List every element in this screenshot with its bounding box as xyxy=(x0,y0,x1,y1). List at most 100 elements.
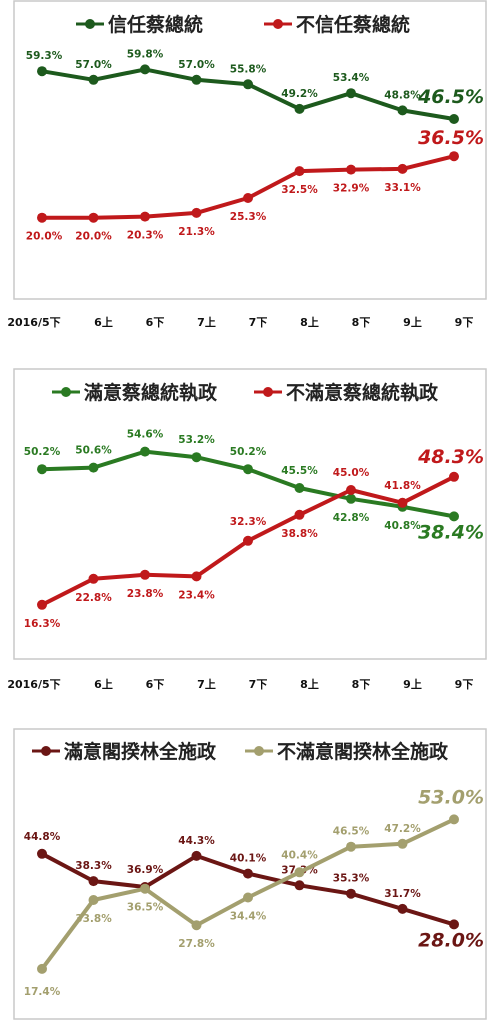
data-point xyxy=(88,74,99,85)
data-point xyxy=(397,497,408,508)
data-label: 59.3% xyxy=(26,50,63,62)
chart-panel-3: 滿意閣揆林全施政 不滿意閣揆林全施政 44.8% 38.3% 36.9% 44.3% 40.… xyxy=(13,728,487,1020)
data-point xyxy=(243,892,253,903)
data-label: 20.3% xyxy=(127,230,164,242)
x-tick-label: 9下 xyxy=(455,678,474,691)
data-point xyxy=(397,105,408,116)
data-label: 16.3% xyxy=(24,618,61,630)
data-point xyxy=(243,535,253,546)
x-tick-label: 8下 xyxy=(352,678,371,691)
data-label: 45.5% xyxy=(281,465,318,477)
data-label: 32.3% xyxy=(230,516,267,528)
data-point xyxy=(243,464,253,475)
x-tick-label: 2016/5下 xyxy=(7,678,60,691)
data-label: 40.1% xyxy=(230,853,267,865)
data-point xyxy=(191,207,202,218)
x-tick-label: 6下 xyxy=(146,316,165,329)
x-tick-label: 8上 xyxy=(300,315,319,329)
series-1: 59.3% 57.0% 59.8% 57.0% 55.8% 49.2% 53.4% 48.8%… xyxy=(26,48,484,124)
x-tick-label: 7下 xyxy=(249,678,268,691)
legend-entry-2: 不滿意閣揆林全施政 xyxy=(245,740,449,763)
data-point xyxy=(449,151,459,162)
data-label: 50.2% xyxy=(24,446,61,458)
data-point xyxy=(88,876,99,887)
data-label: 46.5% xyxy=(417,86,484,108)
x-tick-label: 2016/5下 xyxy=(7,316,60,329)
series-2: 16.3% 22.8% 23.8% 23.4% 32.3% 38.8% 45.0% 41.8%… xyxy=(24,446,484,630)
data-label: 33.8% xyxy=(75,913,112,925)
data-label: 20.0% xyxy=(75,231,112,243)
data-point xyxy=(140,446,150,457)
data-point xyxy=(37,464,47,475)
legend-label: 信任蔡總統 xyxy=(108,13,203,36)
x-tick-label: 9上 xyxy=(403,315,422,329)
data-point xyxy=(294,867,305,878)
series-1: 44.8%38.3%36.9%44.3%40.1%37.3%35.3%31.7%… xyxy=(24,831,484,952)
legend-dot-marker xyxy=(263,387,273,397)
data-point xyxy=(449,471,459,482)
data-label: 47.2% xyxy=(384,823,421,835)
data-point xyxy=(37,963,47,974)
data-point xyxy=(191,850,202,861)
data-label: 28.0% xyxy=(418,929,484,951)
legend-dot-marker xyxy=(85,19,95,29)
x-tick-label: 8上 xyxy=(300,677,319,691)
legend-entry-2: 不滿意蔡總統執政 xyxy=(254,381,439,404)
data-label: 31.7% xyxy=(384,888,421,900)
x-tick-label: 6上 xyxy=(94,677,113,691)
legend-dot-marker xyxy=(41,746,51,756)
data-point xyxy=(294,103,305,114)
data-point xyxy=(88,212,99,223)
data-label: 41.8% xyxy=(384,480,421,492)
legend-entry-2: 不信任蔡總統 xyxy=(264,13,410,36)
x-tick-label: 7上 xyxy=(197,315,216,329)
data-label: 23.4% xyxy=(178,589,215,601)
data-point xyxy=(191,920,202,931)
data-label: 35.3% xyxy=(333,873,370,885)
series-2: 17.4% 33.8% 36.5% 27.8% 34.4% 40.4% 46.5% 47.2%… xyxy=(24,786,484,998)
data-point xyxy=(449,511,459,522)
legend-dot-marker xyxy=(254,746,264,756)
x-tick-label: 7上 xyxy=(197,677,216,691)
data-point xyxy=(449,919,459,930)
data-label: 53.0% xyxy=(418,786,484,808)
data-label: 32.5% xyxy=(281,184,318,196)
data-label: 59.8% xyxy=(127,48,164,60)
data-point xyxy=(88,895,99,905)
data-label: 36.9% xyxy=(127,864,164,876)
data-label: 25.3% xyxy=(230,211,267,223)
data-label: 32.9% xyxy=(333,183,370,195)
data-label: 57.0% xyxy=(178,59,215,71)
data-point xyxy=(294,483,305,493)
data-label: 40.4% xyxy=(281,849,318,861)
data-point xyxy=(191,74,202,85)
data-point xyxy=(37,599,47,610)
legend-label: 不信任蔡總統 xyxy=(296,13,410,36)
x-tick-label: 7下 xyxy=(249,316,268,329)
data-point xyxy=(397,163,408,174)
x-tick-label: 9上 xyxy=(403,677,422,691)
data-label: 34.4% xyxy=(230,911,267,923)
data-label: 45.0% xyxy=(333,467,370,479)
data-label: 20.0% xyxy=(26,231,63,243)
legend-dot-marker xyxy=(61,387,71,397)
data-label: 38.4% xyxy=(418,521,484,543)
data-label: 36.5% xyxy=(127,902,164,914)
legend-entry-1: 信任蔡總統 xyxy=(76,13,203,36)
data-point xyxy=(191,571,202,582)
legend-entry-1: 滿意蔡總統執政 xyxy=(52,381,218,404)
data-label: 40.8% xyxy=(384,520,421,532)
data-point xyxy=(346,888,356,899)
data-label: 48.8% xyxy=(384,89,421,101)
legend-label: 不滿意閣揆林全施政 xyxy=(277,740,449,763)
x-axis-ticks: 2016/5下 6上 6下 7上 7下 8上 8下 9上 9下 xyxy=(7,315,473,329)
series-2: 20.0% 20.0% 20.3% 21.3% 25.3% 32.5% 32.9% 33.1%… xyxy=(26,127,484,243)
x-axis-ticks: 2016/5下 6上 6下 7上 7下 8上 8下 9上 9下 xyxy=(7,677,473,691)
data-label: 53.2% xyxy=(178,434,215,446)
legend-entry-1: 滿意閣揆林全施政 xyxy=(32,740,217,763)
data-label: 50.6% xyxy=(75,445,112,457)
data-point xyxy=(346,485,356,495)
data-label: 33.1% xyxy=(384,182,421,194)
